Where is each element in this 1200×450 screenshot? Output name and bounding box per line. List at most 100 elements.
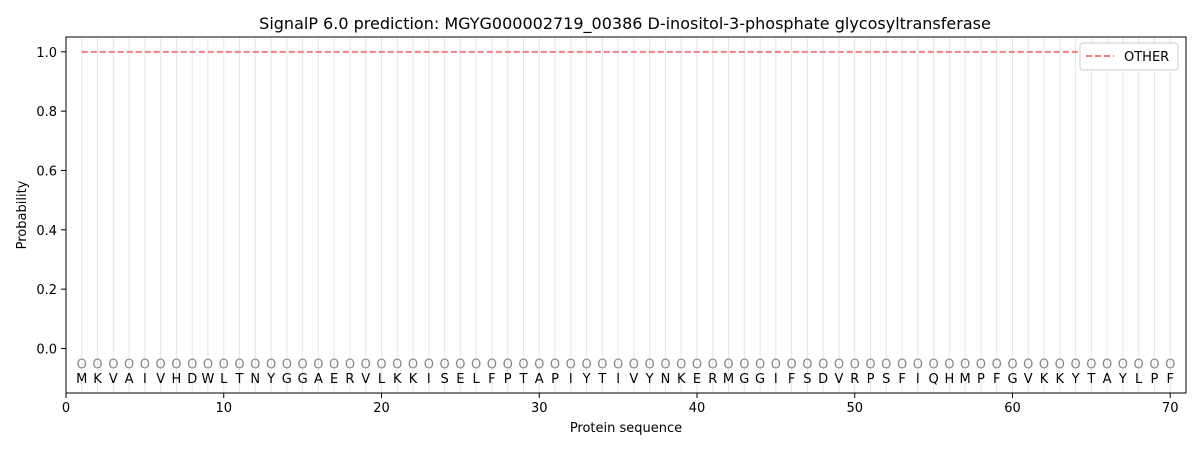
region-label-60: O: [1007, 357, 1017, 372]
region-label-8: O: [187, 357, 197, 372]
residue-label-17: E: [330, 372, 338, 387]
residue-label-15: G: [298, 372, 308, 387]
residue-label-50: R: [850, 372, 859, 387]
chart-title: SignalP 6.0 prediction: MGYG000002719_00…: [259, 14, 991, 34]
residue-label-28: P: [504, 372, 512, 387]
region-label-42: O: [723, 357, 733, 372]
residue-label-34: T: [597, 372, 606, 387]
region-label-5: O: [140, 357, 150, 372]
residue-label-67: Y: [1118, 372, 1127, 387]
residue-label-30: A: [535, 372, 544, 387]
residue-label-18: R: [345, 372, 354, 387]
x-tick-label-0: 0: [62, 401, 70, 416]
region-label-29: O: [518, 357, 528, 372]
residue-label-40: E: [693, 372, 701, 387]
residue-label-60: G: [1007, 372, 1017, 387]
residue-label-63: K: [1056, 372, 1065, 387]
region-label-40: O: [692, 357, 702, 372]
region-label-11: O: [234, 357, 244, 372]
residue-label-39: K: [677, 372, 686, 387]
x-tick-label-10: 10: [215, 401, 232, 416]
residue-label-59: F: [993, 372, 1000, 387]
region-label-61: O: [1023, 357, 1033, 372]
region-label-57: O: [960, 357, 970, 372]
residue-label-26: L: [473, 372, 481, 387]
residue-label-43: G: [739, 372, 749, 387]
residue-label-61: V: [1024, 372, 1033, 387]
region-label-35: O: [613, 357, 623, 372]
residue-label-69: P: [1151, 372, 1159, 387]
region-label-70: O: [1165, 357, 1175, 372]
residue-label-53: F: [898, 372, 905, 387]
region-label-37: O: [645, 357, 655, 372]
residue-label-27: F: [488, 372, 495, 387]
region-label-2: O: [92, 357, 102, 372]
region-label-50: O: [850, 357, 860, 372]
plot-frame: [65, 36, 1187, 394]
x-tick-label-50: 50: [846, 401, 863, 416]
region-label-3: O: [108, 357, 118, 372]
region-label-27: O: [487, 357, 497, 372]
region-label-16: O: [313, 357, 323, 372]
region-label-9: O: [203, 357, 213, 372]
residue-label-1: M: [76, 372, 87, 387]
residue-label-37: Y: [645, 372, 654, 387]
region-label-1: O: [77, 357, 87, 372]
region-label-53: O: [897, 357, 907, 372]
region-label-18: O: [345, 357, 355, 372]
region-label-13: O: [266, 357, 276, 372]
residue-label-14: G: [282, 372, 292, 387]
residue-label-9: W: [202, 372, 215, 387]
residue-label-49: V: [835, 372, 844, 387]
region-label-56: O: [944, 357, 954, 372]
residue-label-32: I: [569, 372, 573, 387]
residue-label-24: S: [440, 372, 448, 387]
residue-label-16: A: [314, 372, 323, 387]
x-axis-ticks: 0 10 20 30 40 50 60 70: [62, 393, 1178, 416]
region-label-15: O: [298, 357, 308, 372]
region-label-6: O: [156, 357, 166, 372]
residue-label-62: K: [1040, 372, 1049, 387]
region-label-36: O: [629, 357, 639, 372]
region-label-66: O: [1102, 357, 1112, 372]
region-label-41: O: [708, 357, 718, 372]
region-label-68: O: [1134, 357, 1144, 372]
region-label-45: O: [771, 357, 781, 372]
region-label-21: O: [392, 357, 402, 372]
residue-label-11: T: [235, 372, 244, 387]
region-label-48: O: [818, 357, 828, 372]
region-label-20: O: [376, 357, 386, 372]
y-axis-ticks: 0.0 0.2 0.4 0.6 0.8 1.0: [36, 46, 66, 358]
residue-label-41: R: [708, 372, 717, 387]
y-tick-label-1.0: 1.0: [36, 46, 57, 61]
region-label-26: O: [471, 357, 481, 372]
residue-label-54: I: [916, 372, 920, 387]
residue-label-33: Y: [582, 372, 591, 387]
region-label-43: O: [739, 357, 749, 372]
region-label-67: O: [1118, 357, 1128, 372]
region-label-54: O: [913, 357, 923, 372]
y-tick-label-0.8: 0.8: [36, 105, 57, 120]
residue-label-58: P: [977, 372, 985, 387]
residue-label-3: V: [109, 372, 118, 387]
region-label-28: O: [503, 357, 513, 372]
legend: OTHER: [1079, 42, 1179, 71]
residue-label-35: I: [616, 372, 620, 387]
residue-label-48: D: [818, 372, 828, 387]
residue-label-66: A: [1103, 372, 1112, 387]
region-label-24: O: [439, 357, 449, 372]
region-label-7: O: [171, 357, 181, 372]
y-tick-label-0.6: 0.6: [36, 165, 57, 180]
residue-label-65: T: [1086, 372, 1095, 387]
y-tick-label-0.2: 0.2: [36, 283, 57, 298]
residue-label-19: V: [361, 372, 370, 387]
region-label-55: O: [928, 357, 938, 372]
residue-label-68: L: [1135, 372, 1143, 387]
residue-label-64: Y: [1071, 372, 1080, 387]
region-label-4: O: [124, 357, 134, 372]
region-label-19: O: [361, 357, 371, 372]
x-axis-label: Protein sequence: [570, 421, 682, 436]
